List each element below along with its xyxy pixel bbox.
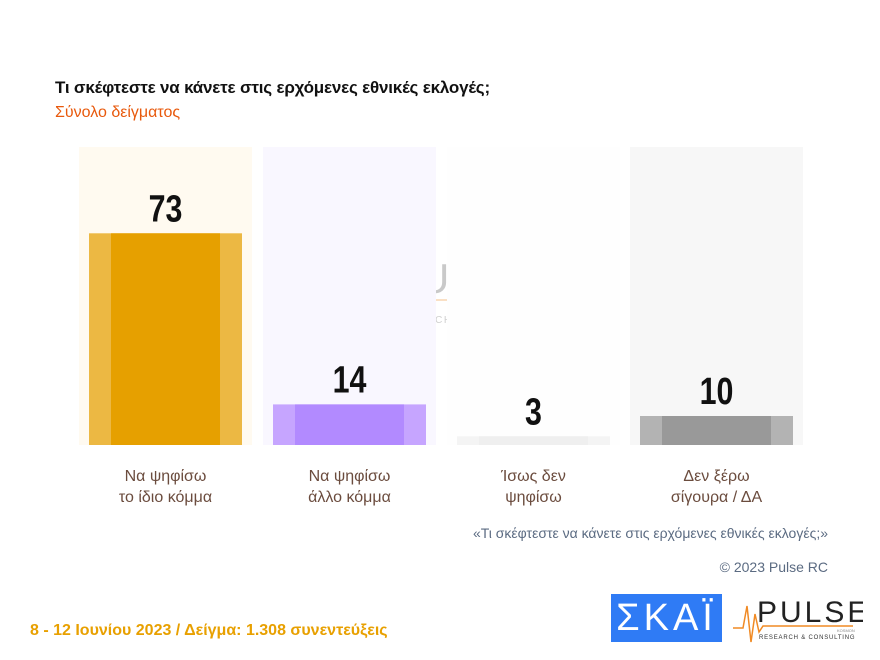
bar: [111, 233, 220, 445]
category-label: Δεν ξέρω: [683, 468, 749, 485]
category-label: Ίσως δεν: [500, 468, 566, 485]
pulse-logo: PULSE KOSMON RESEARCH & CONSULTING: [733, 596, 863, 643]
data-label: 14: [333, 359, 367, 401]
bar: [479, 436, 588, 445]
chart-subtitle: Σύνολο δείγματος: [55, 104, 181, 121]
data-label: 3: [525, 391, 542, 433]
skai-logo: ΣΚΑΪ: [611, 594, 722, 642]
category-label: το ίδιο κόμμα: [119, 489, 212, 506]
survey-footer: 8 - 12 Ιουνίου 2023 / Δείγμα: 1.308 συνε…: [30, 622, 388, 639]
question-note: «Τι σκέφτεστε να κάνετε στις ερχόμενες ε…: [472, 525, 828, 541]
chart-title: Τι σκέφτεστε να κάνετε στις ερχόμενες εθ…: [55, 78, 490, 97]
category-label: άλλο κόμμα: [308, 489, 391, 506]
category-label: Να ψηφίσω: [125, 468, 207, 485]
svg-text:RESEARCH & CONSULTING: RESEARCH & CONSULTING: [759, 635, 855, 641]
bar: [295, 404, 404, 445]
svg-text:KOSMON: KOSMON: [837, 628, 855, 633]
category-label: ψηφίσω: [505, 489, 562, 506]
category-label: Να ψηφίσω: [309, 468, 391, 485]
svg-text:PULSE: PULSE: [757, 596, 863, 629]
bar-panel: [447, 147, 620, 445]
bar: [662, 416, 771, 445]
bar-panel: [630, 147, 803, 445]
data-label: 10: [700, 371, 734, 413]
bar-panel: [263, 147, 436, 445]
copyright: © 2023 Pulse RC: [719, 559, 828, 575]
data-label: 73: [149, 188, 183, 230]
category-label: σίγουρα / ΔΑ: [671, 489, 763, 506]
